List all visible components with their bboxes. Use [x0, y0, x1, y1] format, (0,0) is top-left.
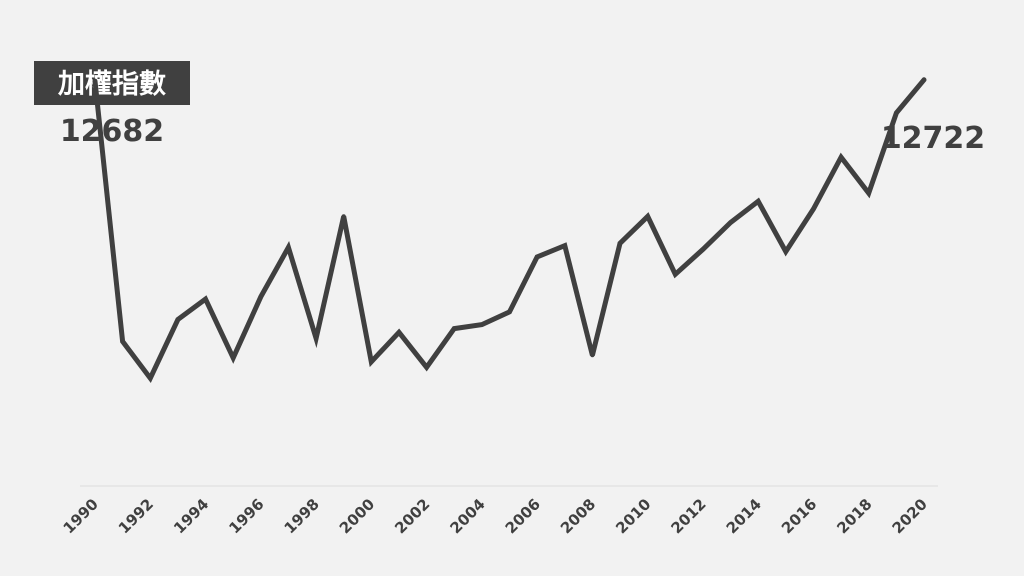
x-tick-label: 2010 [612, 495, 654, 537]
data-point-1995 [231, 355, 236, 360]
x-tick-label: 2018 [833, 495, 875, 537]
x-tick-label: 2016 [778, 495, 820, 537]
data-point-2005 [507, 309, 512, 314]
x-tick-label: 1990 [60, 495, 102, 537]
start-value-label: 12682 [60, 114, 164, 149]
data-point-1999 [341, 214, 346, 219]
x-tick-label: 1996 [225, 495, 267, 537]
data-point-1996 [258, 294, 263, 299]
data-point-1994 [203, 297, 208, 302]
chart-title-box [34, 61, 190, 105]
data-point-2015 [783, 249, 788, 254]
data-point-1992 [148, 376, 153, 381]
data-points [93, 77, 926, 381]
x-axis-tick-labels: 1990 1992 1994 1996 1998 2000 2002 2004 2006 2008… [60, 495, 931, 537]
data-point-2011 [673, 272, 678, 277]
data-point-1998 [314, 336, 319, 341]
x-tick-label: 2002 [391, 495, 433, 537]
data-point-2002 [424, 365, 429, 370]
data-point-2019 [894, 110, 899, 115]
series-line [92, 77, 927, 384]
data-point-2014 [756, 199, 761, 204]
data-point-2020 [922, 77, 926, 82]
data-point-2016 [811, 206, 816, 211]
data-point-1990 [93, 79, 97, 84]
chart-title: 加權指數 [58, 69, 166, 100]
data-point-2017 [839, 155, 844, 160]
x-tick-label: 2012 [668, 495, 710, 537]
data-point-2010 [645, 214, 650, 219]
data-point-2006 [535, 254, 540, 259]
x-tick-label: 2020 [889, 495, 931, 537]
end-value-label: 12722 [881, 121, 985, 156]
data-point-1997 [286, 245, 291, 250]
x-tick-label: 1992 [115, 495, 157, 537]
x-tick-label: 2014 [723, 495, 765, 537]
data-point-1991 [120, 339, 125, 344]
data-point-2003 [452, 326, 457, 331]
data-point-2001 [396, 330, 401, 335]
x-tick-label: 2000 [336, 495, 378, 537]
data-point-2009 [618, 241, 623, 246]
data-point-2013 [728, 220, 733, 225]
data-point-2007 [562, 243, 567, 248]
x-tick-label: 2008 [557, 495, 599, 537]
data-point-1993 [175, 317, 180, 322]
x-tick-label: 2004 [446, 495, 488, 537]
data-point-2008 [590, 353, 595, 358]
data-point-2000 [369, 359, 374, 364]
x-tick-label: 1994 [170, 495, 212, 537]
data-point-2018 [866, 191, 871, 196]
x-tick-label: 1998 [281, 495, 323, 537]
data-point-2004 [479, 322, 484, 327]
x-tick-label: 2006 [502, 495, 544, 537]
data-point-2012 [700, 247, 705, 252]
